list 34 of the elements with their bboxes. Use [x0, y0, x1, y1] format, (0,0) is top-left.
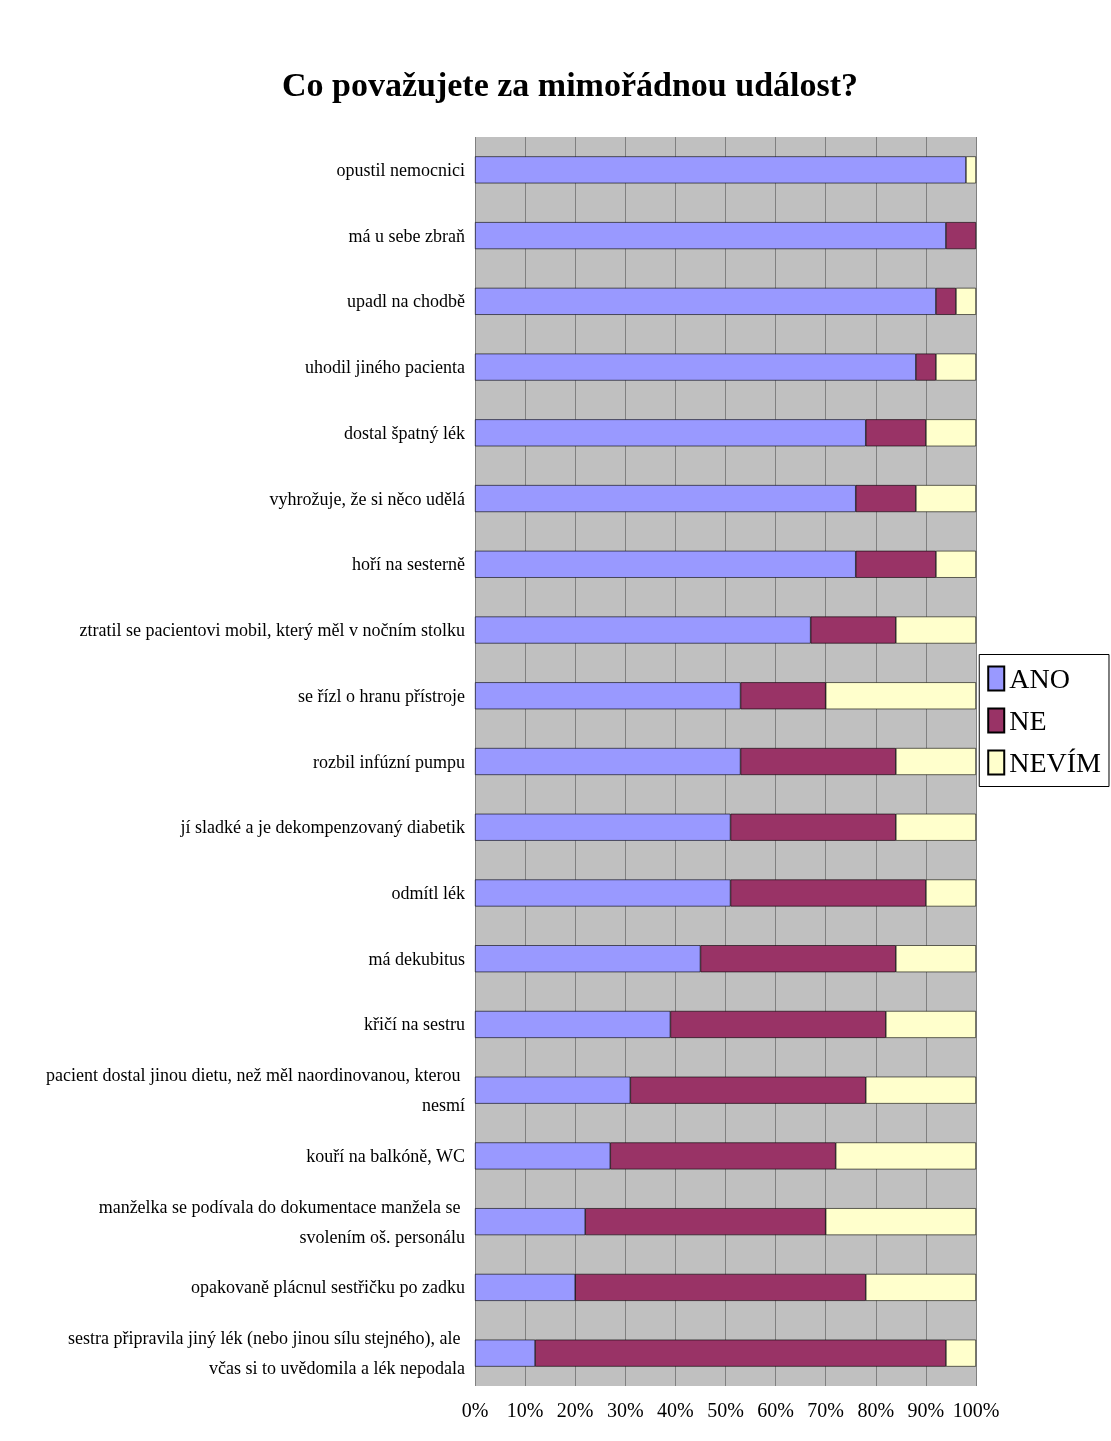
y-tick-label: má dekubitus [368, 948, 465, 969]
x-tick-label: 80% [857, 1399, 895, 1421]
y-tick-label: sestra připravila jiný lék (nebo jinou sílu stejného), ale včas si to uvědomila a lék nepodala [68, 1328, 466, 1379]
x-tick-label: 70% [807, 1399, 845, 1421]
y-tick-label: uhodil jiného pacienta [305, 357, 466, 378]
y-tick-label: hoří na sesterně [352, 554, 465, 575]
y-tick-label: dostal špatný lék [344, 422, 465, 443]
x-tick-label: 40% [657, 1399, 694, 1421]
y-tick-label: odmítl lék [391, 882, 465, 903]
x-tick-label: 50% [707, 1399, 744, 1421]
chart-title: Co považujete za mimořádnou událost? [281, 65, 859, 103]
x-tick-label: 30% [606, 1399, 644, 1421]
x-tick-label: 10% [506, 1399, 544, 1421]
x-tick-label: 0% [461, 1399, 489, 1421]
legend-label: ANO [1009, 663, 1070, 694]
y-tick-label: pacient dostal jinou dietu, než měl naordinovanou, kterou nesmí [46, 1065, 465, 1116]
y-tick-label: vyhrožuje, že si něco udělá [269, 488, 465, 509]
legend-label: NEVÍM [1009, 747, 1102, 778]
y-tick-label: ztratil se pacientovi mobil, který měl v nočním stolku [79, 620, 465, 641]
y-tick-label: opakovaně plácnul sestřičku po zadku [191, 1277, 465, 1298]
y-tick-label: upadl na chodbě [347, 291, 465, 312]
y-tick-label: křičí na sestru [364, 1014, 465, 1035]
x-tick-label: 100% [952, 1399, 1000, 1421]
y-tick-label: opustil nemocnici [336, 159, 465, 180]
x-tick-label: 90% [907, 1399, 945, 1421]
y-tick-label: jí sladké a je dekompenzovaný diabetik [179, 817, 465, 838]
y-tick-label: manželka se podívala do dokumentace manžela se svolením oš. personálu [98, 1196, 465, 1247]
legend-label: NE [1009, 705, 1047, 736]
y-tick-label: rozbil infúzní pumpu [313, 751, 465, 772]
y-tick-label: kouří na balkóně, WC [306, 1145, 465, 1166]
y-tick-label: se řízl o hranu přístroje [298, 685, 466, 706]
y-tick-label: má u sebe zbraň [348, 225, 465, 246]
x-tick-label: 60% [757, 1399, 794, 1421]
x-tick-label: 20% [556, 1399, 594, 1421]
